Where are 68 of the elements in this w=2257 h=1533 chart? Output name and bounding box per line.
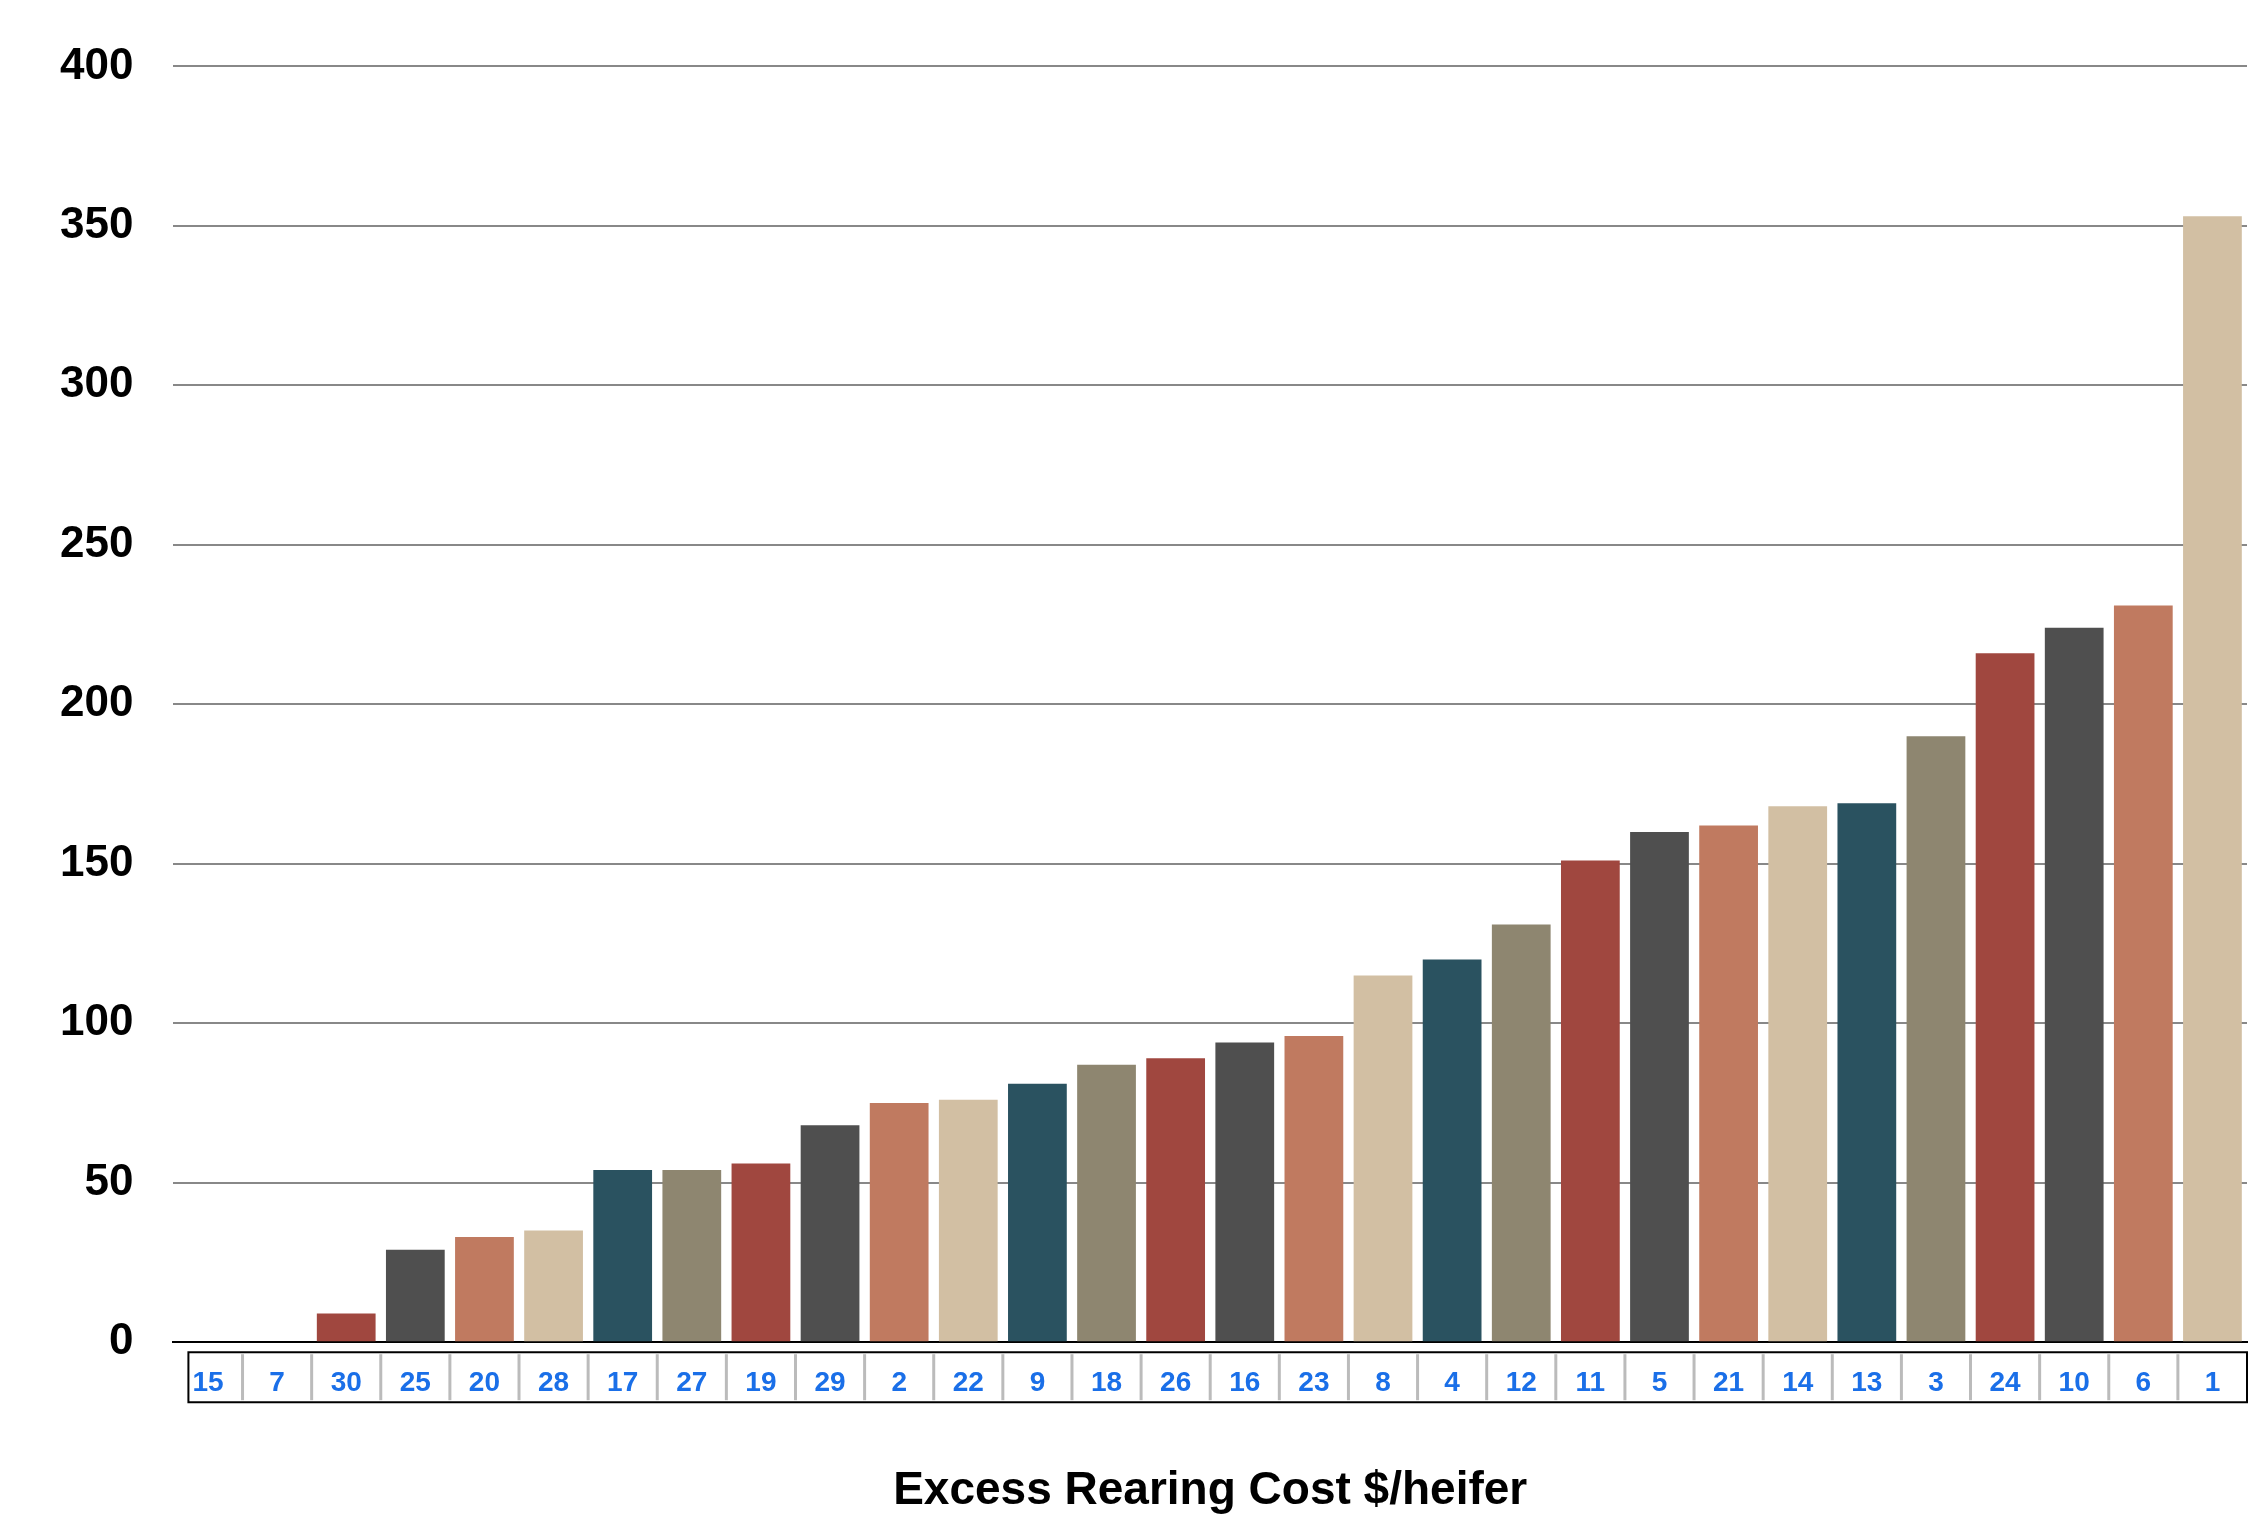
x-tick-label: 22 [952,1365,984,1397]
x-tick-label: 17 [607,1365,639,1397]
x-tick-label: 15 [192,1365,224,1397]
bar [1146,1058,1206,1342]
y-tick-label: 0 [108,1314,134,1364]
x-tick-label: 19 [745,1365,777,1397]
y-tick-label: 50 [84,1154,134,1204]
x-tick-label: 11 [1575,1365,1606,1397]
y-tick-label: 100 [59,995,134,1045]
bar [1008,1083,1067,1342]
bar [524,1230,583,1342]
y-tick-label: 300 [59,357,134,407]
bar [800,1125,860,1342]
x-tick-label: 6 [2135,1365,2152,1397]
bar [1422,959,1482,1342]
x-tick-label: 16 [1229,1365,1261,1397]
x-tick-label: 26 [1160,1365,1192,1397]
bar [1077,1064,1136,1342]
x-tick-label: 13 [1851,1365,1883,1397]
x-tick-label: 3 [1928,1365,1944,1397]
x-tick-label: 9 [1029,1365,1046,1397]
y-tick-label: 350 [59,198,134,248]
bar [455,1236,514,1342]
bar [1215,1042,1275,1342]
bar [1560,860,1620,1342]
x-tick-label: 12 [1505,1365,1537,1397]
bar [1975,653,2035,1342]
bar [1630,831,1689,1342]
x-tick-label: 1 [2204,1365,2221,1397]
x-tick-label: 20 [468,1365,501,1397]
x-tick-label: 18 [1090,1365,1123,1397]
x-tick-label: 25 [399,1365,431,1397]
bar [662,1169,722,1342]
bar [1353,975,1413,1342]
bar [2044,627,2104,1342]
x-tick-label: 23 [1298,1365,1330,1397]
x-tick-label: 29 [814,1365,846,1397]
y-tick-label: 250 [59,516,134,566]
x-axis-title: Excess Rearing Cost $/heifer [893,1462,1528,1515]
x-tick-label: 5 [1651,1365,1668,1397]
x-tick-label: 14 [1782,1365,1814,1397]
x-tick-label: 28 [537,1365,570,1397]
x-tick-label: 27 [676,1365,708,1397]
x-tick-label: 21 [1713,1365,1745,1397]
bar [1768,806,1828,1342]
bar [1284,1036,1344,1342]
x-tick-label: 24 [1989,1365,2022,1397]
x-tick-label: 2 [891,1365,907,1397]
bar [1837,803,1897,1342]
bar [593,1169,653,1342]
y-tick-label: 400 [59,38,134,88]
bar [2113,605,2173,1342]
bar [731,1163,791,1342]
x-tick-label: 10 [2058,1365,2090,1397]
bar [869,1102,929,1342]
x-tick-label: 8 [1375,1365,1391,1397]
y-tick-label: 150 [59,835,134,885]
bar [1699,825,1758,1342]
x-tick-label: 30 [330,1365,362,1397]
bar [938,1099,998,1342]
bar [1906,736,1966,1342]
bar [385,1249,445,1342]
bar [316,1313,376,1342]
bar [1491,924,1551,1342]
y-tick-label: 200 [59,676,134,726]
x-tick-label: 4 [1444,1365,1461,1397]
bar [2183,216,2242,1342]
x-tick-label: 7 [269,1365,285,1397]
